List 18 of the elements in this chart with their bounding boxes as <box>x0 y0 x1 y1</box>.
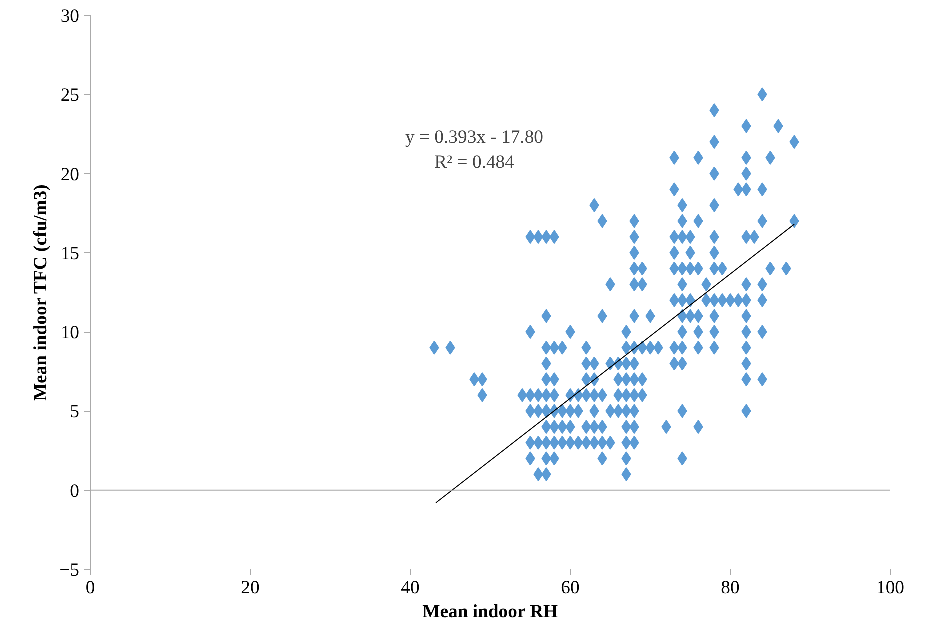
x-tick-label: 20 <box>241 578 260 598</box>
y-tick-label: 0 <box>70 480 80 502</box>
x-tick-label: 60 <box>561 578 580 598</box>
y-axis-title: Mean indoor TFC (cfu/m3) <box>30 184 52 402</box>
y-tick-label: 5 <box>70 402 80 423</box>
x-axis-title: Mean indoor RH <box>422 602 559 622</box>
annotation: y = 0.393x - 17.80 <box>406 126 544 148</box>
y-tick-label: 20 <box>60 164 80 186</box>
y-tick-label: 15 <box>60 243 80 264</box>
annotation: R² = 0.484 <box>434 152 516 174</box>
y-tick-label: 30 <box>60 6 80 27</box>
y-tick-label: −5 <box>60 560 80 581</box>
x-tick-label: 80 <box>721 578 740 598</box>
x-tick-label: 100 <box>876 578 904 598</box>
y-tick-label: 10 <box>60 322 80 344</box>
x-tick-label: 40 <box>401 578 420 598</box>
x-tick-label: 0 <box>86 578 96 598</box>
y-tick-label: 25 <box>60 85 80 106</box>
